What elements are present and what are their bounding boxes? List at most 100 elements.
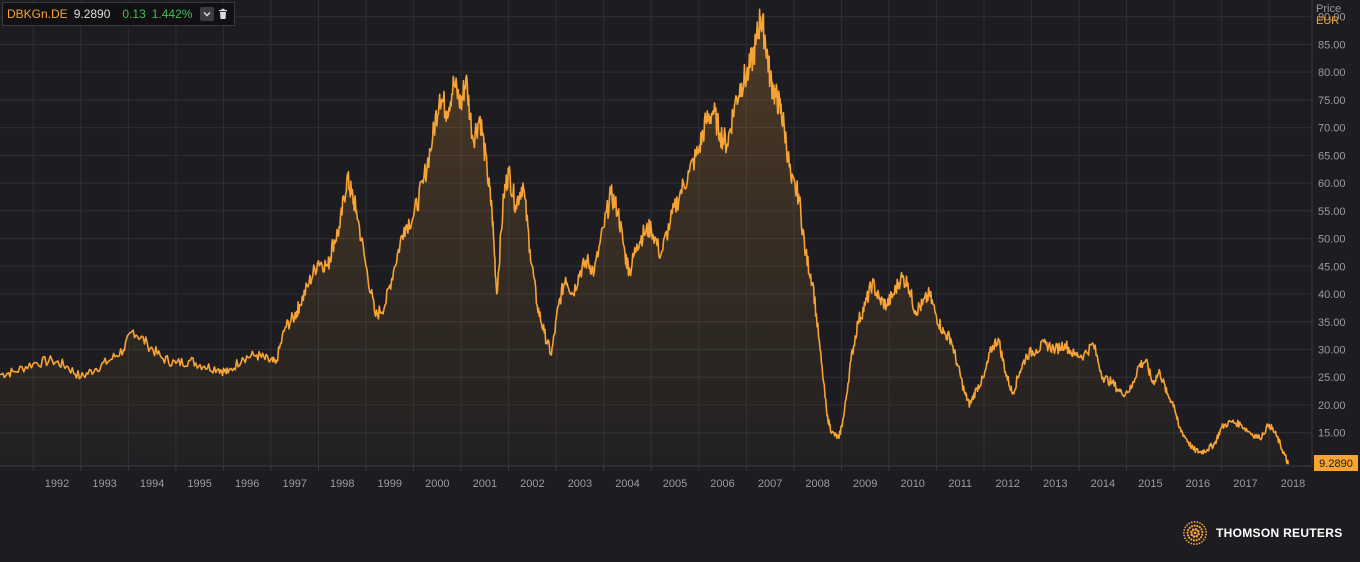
- logo-dot: [1196, 521, 1199, 523]
- instrument-ric[interactable]: DBKGn.DE: [7, 7, 68, 21]
- logo-dot: [1205, 533, 1207, 536]
- y-tick-label: 65.00: [1318, 150, 1346, 162]
- x-tick-label: 2017: [1233, 478, 1257, 490]
- y-tick-label: 40.00: [1318, 289, 1346, 301]
- x-tick-label: 1994: [140, 478, 164, 490]
- x-tick-label: 1992: [45, 478, 69, 490]
- logo-dot: [1183, 534, 1186, 537]
- logo-dot: [1192, 539, 1196, 542]
- logo-dot: [1205, 530, 1207, 533]
- logo-dot: [1203, 525, 1206, 528]
- logo-dot: [1195, 534, 1199, 538]
- thomson-reuters-brand: THOMSON REUTERS: [1182, 520, 1343, 546]
- logo-dot: [1191, 528, 1195, 532]
- y-axis-currency: EUR: [1316, 15, 1340, 27]
- instrument-legend: DBKGn.DE 9.2890 0.13 1.442%: [2, 2, 236, 26]
- logo-dot: [1187, 528, 1190, 532]
- x-tick-label: 2007: [758, 478, 782, 490]
- x-tick-label: 2012: [996, 478, 1020, 490]
- y-tick-label: 50.00: [1318, 234, 1346, 246]
- y-tick-label: 25.00: [1318, 372, 1346, 384]
- logo-dot: [1190, 525, 1194, 528]
- logo-dot: [1186, 524, 1188, 527]
- x-tick-label: 2010: [900, 478, 924, 490]
- logo-dot: [1182, 531, 1185, 534]
- logo-dot: [1188, 526, 1191, 529]
- logo-dot: [1195, 543, 1198, 545]
- logo-dot: [1194, 528, 1198, 531]
- price-area: [0, 9, 1289, 467]
- y-tick-label: 55.00: [1318, 206, 1346, 218]
- y-tick-label: 35.00: [1318, 317, 1346, 329]
- x-tick-label: 1995: [187, 478, 211, 490]
- price-change-percent: 1.442%: [151, 7, 193, 21]
- x-tick-label: 2016: [1186, 478, 1210, 490]
- logo-dot: [1190, 530, 1193, 534]
- y-axis: 15.00 20.00 25.00 30.00 35.00 40.00 45.00 50.00…: [1318, 12, 1346, 440]
- reuters-dot-logo: [1182, 520, 1207, 546]
- x-tick-label: 2014: [1091, 478, 1115, 490]
- logo-dot: [1190, 542, 1193, 545]
- logo-dot: [1187, 541, 1190, 544]
- logo-dot: [1184, 537, 1187, 540]
- logo-dot: [1192, 535, 1196, 538]
- y-tick-label: 80.00: [1318, 67, 1346, 79]
- y-tick-label: 60.00: [1318, 178, 1346, 190]
- logo-dot: [1188, 536, 1191, 539]
- x-tick-label: 1996: [235, 478, 259, 490]
- x-tick-label: 1997: [282, 478, 306, 490]
- x-tick-label: 2002: [520, 478, 544, 490]
- x-tick-label: 2001: [473, 478, 497, 490]
- x-tick-label: 2006: [710, 478, 734, 490]
- x-tick-label: 2000: [425, 478, 449, 490]
- logo-dot: [1184, 526, 1187, 529]
- x-tick-label: 2005: [663, 478, 687, 490]
- logo-dot: [1202, 538, 1205, 541]
- logo-dot: [1201, 533, 1204, 536]
- logo-dot: [1193, 520, 1196, 523]
- dropdown-button[interactable]: [200, 7, 215, 21]
- logo-dot: [1186, 531, 1189, 534]
- price-line[interactable]: [0, 8, 1289, 465]
- x-tick-label: 1993: [92, 478, 116, 490]
- logo-dot: [1193, 543, 1195, 546]
- y-tick-label: 70.00: [1318, 123, 1346, 135]
- x-tick-label: 2018: [1281, 478, 1305, 490]
- logo-dot: [1195, 539, 1198, 542]
- logo-dot: [1188, 522, 1191, 525]
- logo-dot: [1204, 536, 1207, 539]
- logo-dot: [1198, 526, 1201, 529]
- logo-dot: [1186, 534, 1190, 537]
- logo-dot: [1204, 528, 1207, 531]
- x-tick-label: 2009: [853, 478, 877, 490]
- logo-dot: [1199, 522, 1201, 524]
- y-tick-label: 30.00: [1318, 345, 1346, 357]
- y-axis-title: Price: [1316, 3, 1342, 15]
- logo-dot: [1196, 524, 1199, 528]
- price-change: 0.13: [122, 7, 146, 21]
- logo-dot: [1190, 538, 1193, 541]
- last-price-marker: 9.2890: [1314, 455, 1358, 471]
- logo-dot: [1183, 529, 1186, 531]
- logo-dot: [1201, 540, 1203, 543]
- x-tick-label: 2003: [568, 478, 592, 490]
- brand-name: THOMSON REUTERS: [1216, 526, 1343, 540]
- logo-dot: [1193, 531, 1197, 535]
- logo-dot: [1200, 536, 1203, 539]
- logo-dot: [1185, 539, 1188, 542]
- x-tick-label: 1999: [378, 478, 402, 490]
- y-tick-label: 90.00: [1318, 12, 1346, 24]
- x-tick-label: 1998: [330, 478, 354, 490]
- last-price-label: 9.2890: [1319, 458, 1353, 470]
- delete-button[interactable]: [216, 7, 230, 21]
- logo-dot: [1201, 530, 1204, 534]
- logo-dot: [1196, 529, 1200, 533]
- logo-dot: [1200, 528, 1203, 531]
- x-axis: 1992 1993 1994 1995 1996 1997 1998 1999 2000 2001…: [32, 466, 1305, 490]
- logo-dot: [1198, 542, 1201, 545]
- y-tick-label: 85.00: [1318, 39, 1346, 51]
- x-tick-label: 2008: [805, 478, 829, 490]
- logo-dot: [1190, 521, 1193, 524]
- trash-icon: [219, 8, 228, 19]
